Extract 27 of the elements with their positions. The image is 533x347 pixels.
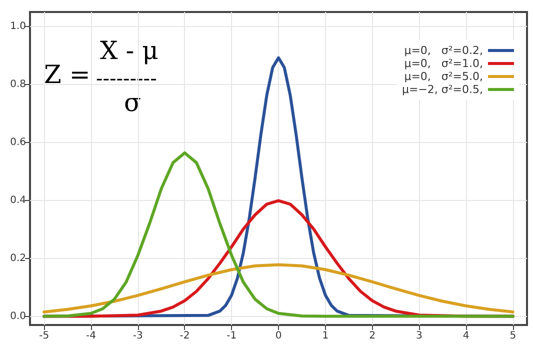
y-tick-label: 0.4: [10, 194, 26, 206]
y-tick-label: 1.0: [10, 20, 26, 32]
x-tick-label: 2: [369, 330, 376, 342]
x-tick-label: -5: [39, 330, 50, 342]
x-tick-label: -4: [86, 330, 96, 342]
legend-label: μ=0, σ²=0.2,: [404, 44, 483, 57]
legend-label: μ=0, σ²=1.0,: [404, 57, 483, 70]
legend-label: μ=−2, σ²=0.5,: [402, 83, 483, 96]
y-tick-label: 0.8: [10, 78, 26, 90]
x-tick-label: 3: [416, 330, 422, 342]
y-tick-label: 0.2: [10, 252, 26, 264]
x-tick-label: -3: [132, 330, 143, 342]
y-tick-label: 0.0: [10, 310, 26, 322]
y-tick-label: 0.6: [10, 136, 26, 148]
annotation: Z =: [44, 60, 90, 89]
line-series: [42, 151, 514, 318]
x-tick-label: 4: [462, 330, 470, 342]
legend-label: μ=0, σ²=5.0,: [404, 70, 483, 83]
x-tick-label: -1: [226, 330, 237, 342]
line-series: [42, 263, 514, 314]
x-tick-label: -2: [180, 330, 190, 342]
x-tick-label: 1: [322, 330, 329, 342]
x-tick-label: 0: [275, 330, 282, 342]
x-tick-label: 5: [510, 330, 516, 342]
annotation: ---------: [96, 66, 157, 90]
annotation: X - μ: [100, 36, 158, 65]
annotation: σ: [124, 88, 142, 117]
